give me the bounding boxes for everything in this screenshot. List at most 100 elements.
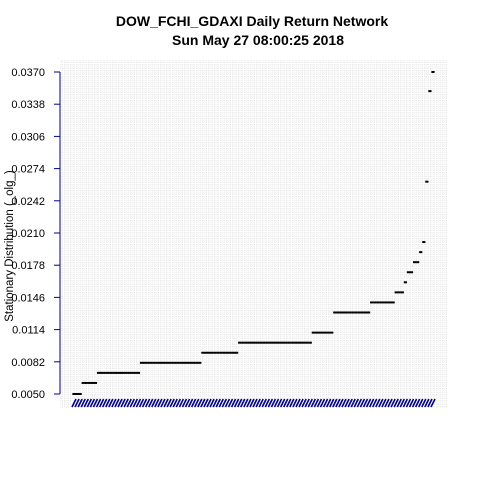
data-point <box>357 311 361 314</box>
data-point <box>142 361 147 364</box>
data-point <box>152 361 156 364</box>
x-tick-label-mark <box>111 398 117 408</box>
x-tick-label-mark <box>89 398 96 408</box>
axes <box>54 71 61 395</box>
data-point <box>185 361 190 364</box>
x-tick-label-mark <box>365 398 372 408</box>
x-tick-label-mark <box>246 398 252 408</box>
data-point <box>176 361 180 364</box>
x-tick-label-mark <box>270 398 277 408</box>
x-tick-label-mark <box>298 398 304 408</box>
data-point <box>103 371 107 374</box>
data-point <box>228 351 233 354</box>
x-tick-label-mark <box>258 398 264 408</box>
x-tick-label-mark <box>74 398 80 408</box>
x-tick-label-mark <box>402 398 409 408</box>
data-point <box>333 311 337 314</box>
x-tick-label-mark <box>166 398 172 408</box>
data-point <box>403 281 407 284</box>
data-point <box>133 371 137 374</box>
data-point <box>360 311 365 314</box>
data-point <box>299 341 303 344</box>
x-tick-label-mark <box>396 398 402 408</box>
x-tick-label-mark <box>224 398 231 408</box>
x-tick-label-mark <box>418 398 424 408</box>
data-point <box>231 351 236 354</box>
x-tick-label-mark <box>353 398 360 408</box>
x-tick-label-mark <box>273 398 280 408</box>
data-point <box>317 331 322 334</box>
y-tick-label: 0.0338 <box>11 99 45 111</box>
y-tick-label: 0.0306 <box>11 131 45 143</box>
data-point <box>314 331 319 334</box>
data-point <box>115 371 119 374</box>
x-tick-label-mark <box>322 398 329 408</box>
x-tick-label-mark <box>141 398 148 408</box>
data-point <box>382 301 386 304</box>
x-tick-label-mark <box>169 398 175 408</box>
x-tick-label-mark <box>120 398 126 408</box>
x-tick-label-mark <box>371 398 378 408</box>
data-point <box>277 341 282 344</box>
data-point <box>90 381 95 384</box>
x-tick-label-mark <box>313 398 320 408</box>
data-point <box>155 361 159 364</box>
x-tick-label-mark <box>218 398 224 408</box>
x-tick-label-mark <box>368 398 375 408</box>
x-tick-label-mark <box>215 398 221 408</box>
data-point <box>345 311 349 314</box>
data-point <box>72 393 76 395</box>
x-tick-label-mark <box>356 398 363 408</box>
data-point <box>112 371 116 374</box>
x-tick-label-mark <box>123 398 129 408</box>
x-tick-label-mark <box>181 398 188 408</box>
data-point <box>195 361 199 364</box>
x-tick-label-mark <box>108 398 114 408</box>
x-tick-label-mark <box>105 398 111 408</box>
x-tick-label-mark <box>255 398 261 408</box>
data-point <box>93 381 98 384</box>
data-point <box>75 393 79 395</box>
data-point <box>406 271 411 274</box>
y-tick-label: 0.0114 <box>12 325 45 337</box>
x-tick-label-mark <box>292 398 298 408</box>
data-point <box>363 311 368 314</box>
x-tick-label-mark <box>362 398 369 408</box>
data-point <box>370 301 374 304</box>
x-tick-label-mark <box>160 398 166 408</box>
data-point <box>204 351 208 354</box>
data-point <box>207 351 211 354</box>
x-tick-label-mark <box>316 398 323 408</box>
data-point <box>373 301 377 304</box>
data-point <box>305 341 309 344</box>
data-point <box>271 341 276 344</box>
x-tick-label-mark <box>117 398 123 408</box>
data-point <box>281 341 285 344</box>
x-tick-label-mark <box>310 398 317 408</box>
x-tick-label-mark <box>233 398 240 408</box>
data-point <box>419 251 423 254</box>
x-tick-label-mark <box>399 398 406 408</box>
data-point <box>391 301 395 304</box>
x-tick-label-mark <box>387 398 393 408</box>
y-tick-labels: 0.0050 0.0082 0.0114 0.0146 0.0178 0.0210 0.02… <box>11 67 45 401</box>
data-point <box>376 301 380 304</box>
data-point <box>422 241 426 244</box>
x-tick-label-mark <box>390 398 396 408</box>
data-point <box>235 351 239 354</box>
x-tick-label-mark <box>98 398 105 408</box>
x-tick-label-mark <box>378 398 384 408</box>
x-tick-label-mark <box>421 398 427 408</box>
x-tick-label-mark <box>329 398 335 408</box>
data-point <box>198 361 202 364</box>
data-point <box>379 301 383 304</box>
x-tick-label-mark <box>393 398 399 408</box>
data-points <box>72 71 435 395</box>
x-tick-label-mark <box>344 398 350 408</box>
data-point <box>293 341 297 344</box>
x-tick-label-mark <box>319 398 326 408</box>
y-tick-label: 0.0242 <box>11 196 45 208</box>
data-point <box>412 261 417 264</box>
x-tick-label-mark <box>163 398 169 408</box>
